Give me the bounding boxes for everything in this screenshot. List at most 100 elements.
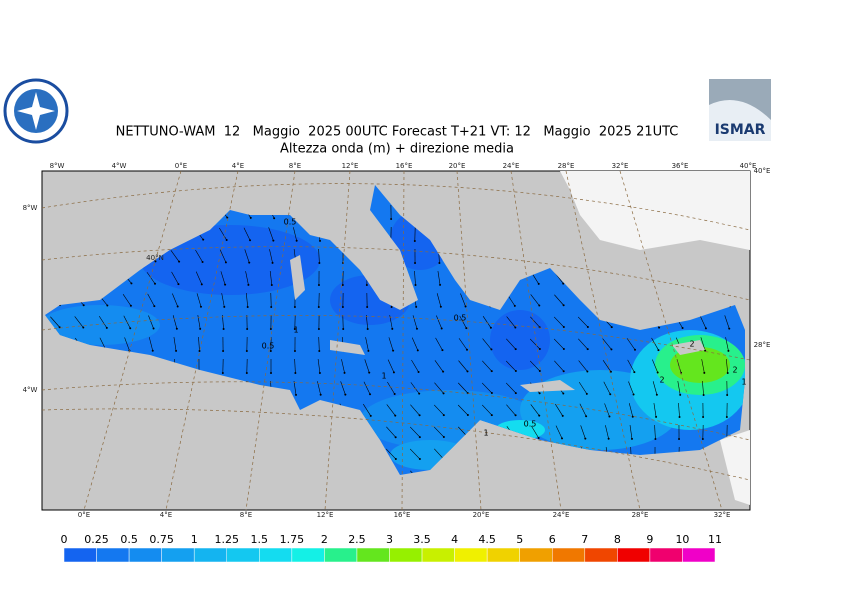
- direction-arrow: [172, 315, 178, 329]
- direction-arrow: [385, 448, 397, 460]
- direction-arrow: [724, 315, 730, 329]
- meridian: [456, 170, 482, 511]
- colorbar-label: 3: [386, 533, 393, 546]
- arrow-head: [466, 370, 469, 373]
- meridian: [565, 170, 641, 511]
- colorbar-label: 2.5: [348, 533, 366, 546]
- colorbar-swatch: [259, 547, 293, 563]
- colorbar-label: 7: [581, 533, 588, 546]
- arrow-head: [442, 436, 445, 439]
- lon-label: 32°E: [612, 162, 629, 170]
- arrow-head: [294, 371, 297, 374]
- arrow-head: [175, 349, 178, 352]
- arrow-head: [562, 348, 565, 351]
- arrow-head: [609, 393, 612, 396]
- arrow-head: [272, 239, 275, 242]
- unmasked-area: [720, 430, 750, 505]
- colorbar-label: 0.75: [149, 533, 174, 546]
- direction-arrow: [654, 424, 656, 440]
- arrow-head: [393, 392, 396, 395]
- colorbar-swatch: [96, 547, 130, 563]
- arrow-head: [538, 370, 541, 373]
- map-subtitle: Altezza onda (m) + direzione media: [280, 142, 514, 157]
- arrow-head: [441, 349, 444, 352]
- direction-arrow: [365, 337, 369, 351]
- arrow-head: [633, 371, 636, 374]
- direction-arrow: [196, 293, 202, 307]
- direction-arrow: [386, 404, 396, 416]
- lon-label: 4°E: [160, 511, 172, 519]
- arrow-head: [153, 305, 156, 308]
- lat-label: 4°W: [23, 386, 38, 394]
- direction-arrow: [269, 271, 273, 285]
- direction-arrow: [434, 448, 444, 460]
- direction-arrow: [677, 381, 681, 395]
- contour-label: 0.5: [284, 218, 297, 227]
- direction-arrow: [626, 338, 636, 350]
- direction-arrow: [437, 271, 441, 285]
- direction-arrow: [409, 448, 421, 460]
- direction-arrow: [651, 337, 659, 351]
- direction-arrow: [578, 360, 588, 372]
- colorbar-label: 5: [516, 533, 523, 546]
- arrow-head: [106, 304, 109, 307]
- direction-arrow: [530, 404, 540, 416]
- direction-arrow: [148, 337, 154, 351]
- lon-label: 8°E: [240, 511, 252, 519]
- arrow-head: [82, 326, 85, 329]
- arrow-head: [655, 393, 658, 396]
- colorbar-label: 8: [614, 533, 621, 546]
- arrow-head: [490, 392, 493, 395]
- arrow-head: [415, 327, 418, 330]
- colorbar-swatch: [682, 547, 716, 563]
- direction-arrow: [122, 294, 132, 306]
- colorbar-label: 3.5: [413, 533, 431, 546]
- arrow-head: [514, 370, 517, 373]
- direction-arrow: [147, 293, 155, 307]
- direction-arrow: [701, 359, 705, 373]
- direction-arrow: [124, 337, 130, 351]
- colorbar-label: 11: [708, 533, 722, 546]
- direction-arrow: [529, 360, 541, 372]
- direction-arrow: [482, 360, 492, 372]
- arrow-head: [656, 371, 659, 374]
- arrow-head: [249, 216, 252, 219]
- direction-arrow: [245, 271, 249, 285]
- arrow-head: [514, 326, 517, 329]
- arrow-head: [562, 370, 565, 373]
- arrow-head: [199, 327, 202, 330]
- colorbar-label: 9: [646, 533, 653, 546]
- arrow-head: [317, 283, 320, 286]
- direction-arrow: [505, 360, 517, 372]
- arrow-head: [245, 371, 248, 374]
- arrow-head: [562, 326, 565, 329]
- arrow-head: [538, 348, 541, 351]
- lon-label: 4°E: [232, 162, 244, 170]
- meridian: [83, 170, 182, 511]
- direction-arrow: [411, 337, 419, 351]
- direction-arrow: [433, 426, 445, 438]
- arrow-head: [702, 415, 705, 418]
- direction-arrow: [553, 316, 565, 328]
- arrow-head: [609, 370, 612, 373]
- arrow-head: [465, 327, 468, 330]
- direction-arrow: [148, 315, 154, 329]
- arrow-head: [726, 371, 729, 374]
- arrow-head: [293, 305, 296, 308]
- direction-arrow: [554, 360, 564, 372]
- direction-arrow: [411, 359, 419, 373]
- lat-label: 8°W: [23, 204, 38, 212]
- arrow-head: [538, 414, 541, 417]
- direction-arrow: [602, 338, 612, 350]
- arrow-head: [245, 349, 248, 352]
- arrow-head: [727, 349, 730, 352]
- arrow-head: [130, 282, 133, 285]
- colorbar-label: 4.5: [478, 533, 496, 546]
- direction-arrow: [458, 338, 468, 350]
- arrow-head: [610, 326, 613, 329]
- arrow-head: [704, 349, 707, 352]
- arrow-head: [678, 437, 681, 440]
- colorbar-label: 0.5: [120, 533, 138, 546]
- arrow-head: [394, 436, 397, 439]
